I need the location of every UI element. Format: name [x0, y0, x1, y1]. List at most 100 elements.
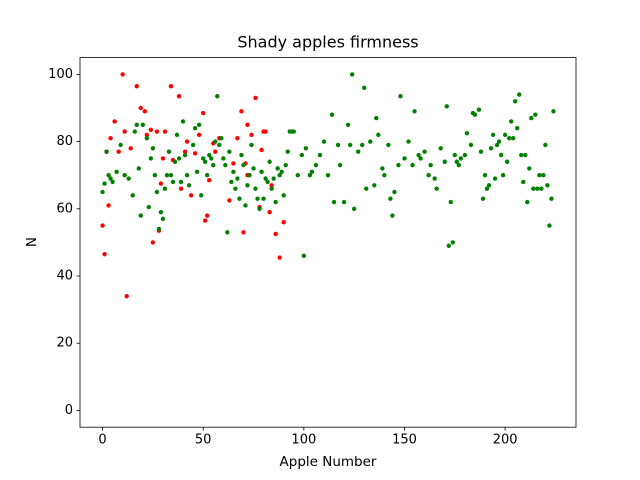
point — [235, 136, 240, 141]
point — [291, 129, 296, 134]
point — [150, 146, 156, 151]
point — [484, 186, 490, 191]
point — [170, 179, 176, 185]
x-tick-label: 150 — [392, 433, 417, 448]
point — [545, 183, 550, 188]
point — [166, 149, 172, 154]
point — [198, 193, 204, 198]
point — [529, 115, 534, 121]
point — [500, 173, 506, 178]
point — [124, 293, 129, 299]
point — [176, 94, 182, 99]
point — [269, 186, 274, 191]
point — [259, 147, 264, 153]
point — [519, 152, 524, 158]
point — [188, 193, 194, 198]
point — [186, 183, 192, 188]
point — [337, 162, 343, 168]
chart-title: Shady apples firmness — [237, 33, 418, 52]
point — [184, 173, 190, 178]
point — [510, 136, 516, 141]
point — [200, 110, 206, 116]
point — [152, 173, 158, 178]
y-tick-label: 40 — [56, 269, 73, 284]
point — [450, 240, 456, 245]
point — [100, 223, 105, 228]
point — [386, 142, 391, 148]
point — [380, 166, 385, 171]
point — [162, 129, 168, 134]
point — [227, 149, 232, 154]
point — [100, 189, 105, 195]
point — [118, 142, 123, 148]
point — [478, 149, 484, 154]
y-tick-label: 0 — [65, 403, 73, 418]
point — [211, 162, 216, 168]
point — [241, 230, 246, 235]
point — [190, 142, 196, 148]
point — [182, 152, 188, 158]
point — [213, 139, 218, 144]
point — [261, 196, 266, 201]
point — [422, 149, 427, 154]
point — [341, 199, 347, 205]
point — [271, 176, 276, 181]
point — [448, 199, 453, 205]
point — [233, 186, 238, 191]
point — [396, 162, 401, 168]
point — [506, 136, 512, 141]
point — [128, 146, 133, 151]
point — [277, 255, 282, 260]
point — [444, 104, 449, 109]
point — [146, 204, 152, 210]
point — [539, 186, 544, 191]
point — [480, 196, 486, 201]
x-tick-label: 0 — [98, 433, 106, 448]
point — [134, 83, 139, 89]
point — [281, 193, 286, 198]
point — [231, 169, 236, 175]
point — [231, 161, 236, 166]
point — [355, 149, 361, 154]
point — [221, 156, 226, 161]
point — [245, 183, 250, 188]
point — [160, 156, 166, 161]
point — [136, 166, 141, 171]
point — [275, 166, 280, 171]
point — [452, 152, 458, 158]
point — [194, 169, 200, 175]
point — [537, 173, 542, 178]
point — [205, 213, 210, 218]
point — [488, 146, 494, 151]
point — [209, 156, 214, 161]
point — [207, 178, 212, 183]
point — [168, 83, 174, 89]
point — [345, 122, 351, 128]
point — [307, 173, 313, 178]
point — [110, 179, 115, 185]
point — [196, 132, 202, 138]
point — [176, 156, 182, 161]
point — [301, 253, 307, 259]
point — [513, 99, 518, 104]
point — [164, 173, 170, 178]
point — [454, 159, 460, 164]
point — [205, 173, 210, 178]
point — [368, 139, 373, 144]
point — [496, 139, 502, 144]
point — [178, 186, 184, 191]
point — [508, 119, 514, 124]
point — [492, 176, 498, 181]
point — [317, 152, 323, 158]
point — [533, 112, 538, 117]
point — [482, 173, 488, 178]
point — [172, 159, 178, 164]
point — [237, 196, 242, 201]
point — [335, 142, 341, 148]
point — [134, 122, 139, 128]
point — [184, 139, 190, 144]
y-axis-label: N — [24, 237, 40, 247]
point — [249, 142, 254, 148]
point — [243, 203, 248, 208]
point — [543, 142, 548, 148]
